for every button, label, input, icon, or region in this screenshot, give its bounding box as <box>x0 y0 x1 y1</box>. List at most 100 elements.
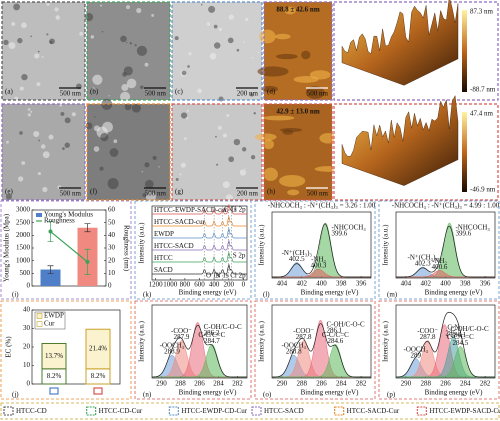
scale-label: 500 nm <box>145 190 167 198</box>
texture <box>99 4 103 7</box>
envelope <box>396 225 495 278</box>
texture <box>216 163 219 166</box>
texture <box>222 133 228 138</box>
texture <box>141 170 143 173</box>
texture <box>162 194 165 196</box>
texture <box>37 172 41 176</box>
x-tick-label: 286 <box>316 380 327 388</box>
legend-label: HTCC-SACD-Cur <box>347 407 400 415</box>
axis-title: Binding energy (eV) <box>425 289 483 297</box>
texture <box>239 169 247 176</box>
panel-label: (g) <box>175 188 184 196</box>
panel-label: (p) <box>387 391 396 399</box>
texture <box>30 110 33 113</box>
y-tick-label: 3000 <box>16 206 31 214</box>
axis-title: Young's Modulus (Mpa) <box>3 213 11 282</box>
texture <box>3 39 9 46</box>
texture <box>257 66 289 77</box>
texture <box>181 70 187 76</box>
texture <box>129 42 133 45</box>
legend-label: HTCC-SACD <box>264 407 304 415</box>
texture <box>319 132 338 144</box>
axis-title: Roughness (nm) <box>122 225 130 272</box>
texture <box>180 162 186 168</box>
texture <box>54 7 59 12</box>
texture <box>197 88 202 94</box>
texture <box>123 66 133 76</box>
texture <box>244 167 247 169</box>
panel-frame <box>378 300 500 400</box>
micrograph <box>264 2 332 100</box>
texture <box>185 117 189 120</box>
y2-tick-label: 30 <box>108 244 116 252</box>
y2-tick-label: 10 <box>108 269 116 277</box>
x-tick-label: 404 <box>401 280 412 288</box>
texture <box>99 166 104 171</box>
peak-label: Cl 2p <box>230 206 246 214</box>
x-tick-label: 400 <box>316 280 327 288</box>
texture <box>46 2 50 6</box>
texture <box>274 33 291 40</box>
peak-label: N 1s <box>216 272 229 280</box>
component-name: -N⁺(CH₃)₃ <box>282 249 313 257</box>
bar-segment <box>85 328 111 370</box>
panel-label: (b) <box>90 88 99 96</box>
texture <box>309 70 331 80</box>
panel-border <box>171 1 263 101</box>
texture <box>186 109 190 112</box>
texture <box>245 17 249 22</box>
bar <box>40 269 61 286</box>
panel-label: (m) <box>387 291 398 299</box>
x-tick-label: 200 <box>223 281 234 289</box>
x-tick-label: 800 <box>180 281 191 289</box>
component-name: -OOCH₃ <box>160 342 185 350</box>
texture <box>27 113 31 117</box>
component-position: 284.6 <box>327 337 343 345</box>
x-tick-label: 288 <box>420 380 431 388</box>
texture <box>251 56 254 59</box>
texture <box>284 6 296 15</box>
panel-label: (k) <box>143 291 152 299</box>
x-tick-label: 0 <box>242 281 246 289</box>
texture <box>222 181 230 189</box>
y2-tick-label: 40 <box>108 231 116 239</box>
texture <box>41 56 44 58</box>
texture <box>121 83 129 92</box>
texture <box>19 86 24 91</box>
x-tick-label: 286 <box>440 380 451 388</box>
component-name: -COO⁻ <box>293 327 314 335</box>
texture <box>17 176 24 182</box>
axis-title: Binding energy (eV) <box>179 289 237 297</box>
roughness-label: 88.8 ± 42.6 nm <box>276 6 319 14</box>
texture <box>228 14 234 20</box>
afm-surface <box>341 94 459 186</box>
texture <box>64 142 70 148</box>
texture <box>217 125 222 130</box>
texture <box>120 91 131 102</box>
component-name: C-OH/C-O-C <box>204 323 242 331</box>
panel-label: (c) <box>175 88 183 96</box>
texture <box>233 138 241 146</box>
texture <box>21 73 28 81</box>
texture <box>126 5 131 10</box>
texture <box>200 3 203 6</box>
line <box>50 231 88 263</box>
x-tick-label: 282 <box>232 380 243 388</box>
texture <box>55 15 61 20</box>
legend-box <box>34 311 66 330</box>
texture <box>62 147 65 150</box>
x-tick-label: 284 <box>213 380 224 388</box>
micrograph <box>172 2 262 100</box>
colorbar-max: 87.3 nm <box>470 8 494 16</box>
texture <box>279 127 303 133</box>
category-marker <box>49 387 59 395</box>
texture <box>109 148 119 157</box>
component-position: 402.5 <box>289 255 305 263</box>
y-tick-label: 40 <box>23 306 31 314</box>
series-label: SACD <box>154 266 173 274</box>
peak-label: C 1s <box>224 206 237 214</box>
texture <box>42 186 48 193</box>
texture <box>261 85 278 93</box>
x-tick-label: 284 <box>336 380 347 388</box>
